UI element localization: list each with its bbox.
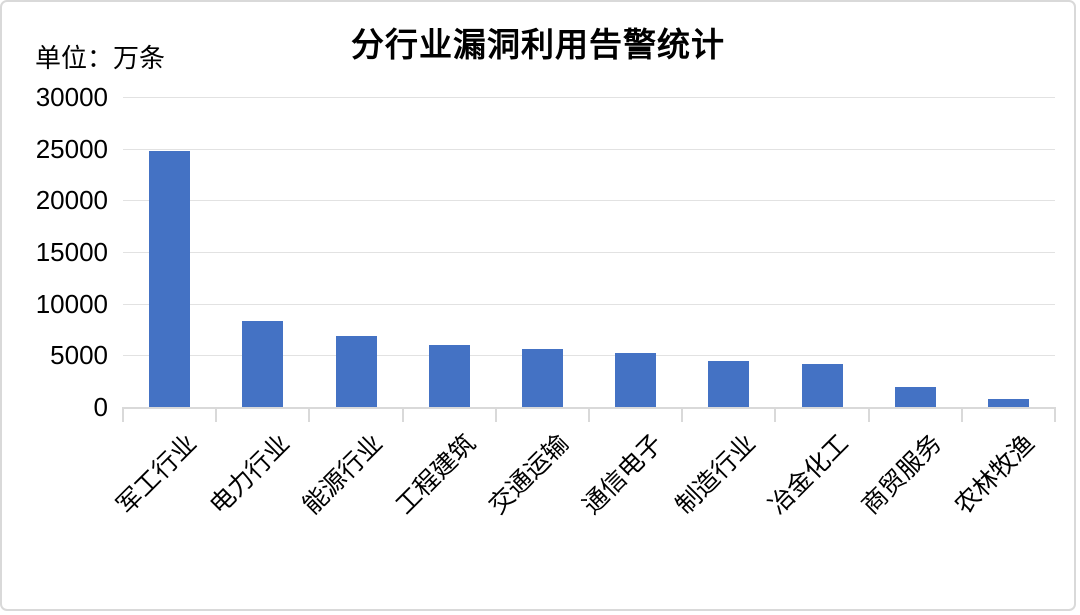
x-category-label: 通信电子 [577,429,668,520]
chart-bar [801,363,843,407]
x-category-label: 农林牧渔 [949,429,1041,520]
chart-bar [149,150,191,407]
y-tick-label: 0 [93,392,108,422]
chart-bar [708,360,750,407]
x-tick-mark [1054,407,1056,422]
y-tick-label: 15000 [35,237,108,267]
unit-label: 单位：万条 [35,43,166,73]
chart-bar [894,387,936,407]
x-category-label: 制造行业 [670,429,761,520]
x-category-label: 商贸服务 [856,429,948,520]
y-axis: 0 5000 10000 15000 20000 25000 30000 [2,84,108,420]
y-tick-label: 25000 [35,133,108,164]
chart-title: 分行业漏洞利用告警统计 [351,26,725,63]
gridline-5000 [123,355,1055,357]
gridline-30000 [123,97,1055,98]
y-tick-label: 5000 [50,340,108,371]
x-tick-mark [774,407,777,422]
y-tick-label: 20000 [35,185,108,216]
plot-area [122,97,1056,422]
x-tick-mark [308,407,311,422]
y-tick-label: 30000 [35,82,108,112]
x-tick-mark [960,407,963,422]
chart-bar [242,321,284,407]
x-category-label: 电力行业 [204,429,295,520]
x-category-label: 军工行业 [111,429,202,520]
chart-bar [335,335,377,407]
gridline-25000 [123,148,1055,150]
chart-bar [615,353,657,407]
gridline-15000 [123,252,1055,253]
chart-bar [987,398,1029,407]
x-category-label: 冶金化工 [763,429,855,520]
chart-bar [428,345,470,407]
x-category-label: 交通运输 [483,429,575,520]
gridline-10000 [123,303,1055,305]
x-tick-mark [401,407,404,422]
chart-bar [521,348,563,407]
x-category-label: 工程建筑 [390,429,482,520]
x-tick-mark [215,407,218,422]
x-tick-mark [122,407,124,422]
y-tick-label: 10000 [35,288,108,319]
x-tick-mark [681,407,684,422]
gridline-20000 [123,200,1055,202]
x-tick-mark [867,407,870,422]
x-axis-labels: 军工行业 电力行业 能源行业 工程建筑 交通运输 通信电子 制造行业 冶金化工 商贸服务 农林牧渔 [111,97,1055,520]
x-category-label: 能源行业 [297,429,389,520]
x-tick-mark [588,407,590,422]
x-tick-mark [494,407,497,422]
